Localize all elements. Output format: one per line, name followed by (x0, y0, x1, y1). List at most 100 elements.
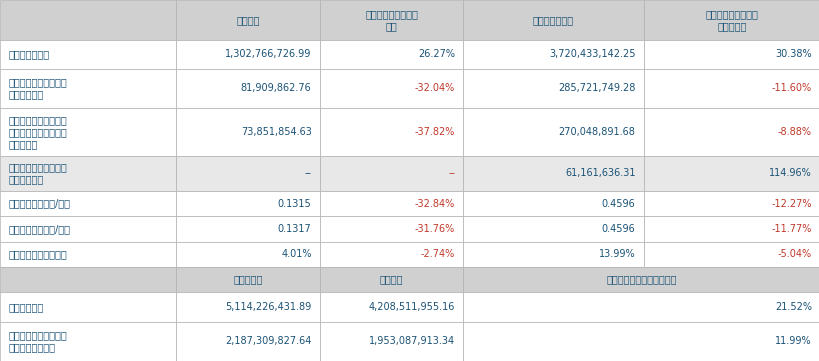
Bar (319, 108, 463, 156)
Bar (0, 191, 176, 216)
Text: 73,851,854.63: 73,851,854.63 (241, 127, 311, 137)
Bar (463, 108, 643, 156)
Bar (319, 216, 463, 242)
Text: 营业收入（元）: 营业收入（元） (8, 49, 49, 60)
Bar (463, 322, 819, 361)
Text: -5.04%: -5.04% (776, 249, 811, 259)
Bar (0, 242, 176, 267)
Bar (176, 69, 319, 108)
Text: -11.60%: -11.60% (771, 83, 811, 93)
Bar (0, 40, 176, 69)
Text: 上年度末: 上年度末 (379, 275, 403, 284)
Text: -31.76%: -31.76% (414, 224, 455, 234)
Bar (176, 216, 319, 242)
Text: 5,114,226,431.89: 5,114,226,431.89 (225, 302, 311, 312)
Text: 基本每股收益（元/股）: 基本每股收益（元/股） (8, 199, 70, 209)
Text: 61,161,636.31: 61,161,636.31 (564, 168, 635, 178)
Bar (0, 108, 176, 156)
Bar (319, 242, 463, 267)
Text: 21.52%: 21.52% (774, 302, 811, 312)
Bar (0, 267, 176, 292)
Text: 归属于上市公司股东的
净利润（元）: 归属于上市公司股东的 净利润（元） (8, 77, 67, 99)
Bar (463, 69, 643, 108)
Bar (319, 267, 463, 292)
Text: 285,721,749.28: 285,721,749.28 (558, 83, 635, 93)
Text: 0.4596: 0.4596 (601, 199, 635, 209)
Text: 归属于上市公司股东的
扣除非经常性损益的净
利润（元）: 归属于上市公司股东的 扣除非经常性损益的净 利润（元） (8, 115, 67, 149)
Text: 4.01%: 4.01% (281, 249, 311, 259)
Text: 11.99%: 11.99% (774, 336, 811, 347)
Text: -11.77%: -11.77% (771, 224, 811, 234)
Bar (463, 0, 643, 40)
Bar (463, 242, 643, 267)
Bar (0, 156, 176, 191)
Bar (463, 292, 819, 322)
Text: 0.1315: 0.1315 (278, 199, 311, 209)
Bar (0, 0, 176, 40)
Bar (176, 292, 319, 322)
Bar (643, 69, 819, 108)
Bar (319, 69, 463, 108)
Text: 4,208,511,955.16: 4,208,511,955.16 (369, 302, 455, 312)
Text: 30.38%: 30.38% (774, 49, 811, 60)
Bar (176, 156, 319, 191)
Text: 26.27%: 26.27% (418, 49, 455, 60)
Bar (319, 322, 463, 361)
Bar (643, 191, 819, 216)
Bar (463, 191, 643, 216)
Bar (643, 40, 819, 69)
Bar (319, 292, 463, 322)
Text: --: -- (447, 168, 455, 178)
Text: 1,953,087,913.34: 1,953,087,913.34 (369, 336, 455, 347)
Bar (176, 108, 319, 156)
Text: 本报告期比上年同期
增减: 本报告期比上年同期 增减 (364, 9, 418, 31)
Text: 0.4596: 0.4596 (601, 224, 635, 234)
Bar (176, 242, 319, 267)
Text: 本报告期末比上年度末增减: 本报告期末比上年度末增减 (606, 275, 676, 284)
Bar (319, 156, 463, 191)
Text: -8.88%: -8.88% (777, 127, 811, 137)
Text: 2,187,309,827.64: 2,187,309,827.64 (225, 336, 311, 347)
Text: 81,909,862.76: 81,909,862.76 (241, 83, 311, 93)
Bar (0, 322, 176, 361)
Text: 本报告期: 本报告期 (236, 15, 260, 25)
Bar (176, 322, 319, 361)
Text: --: -- (304, 168, 311, 178)
Text: 经营活动产生的现金流
量净额（元）: 经营活动产生的现金流 量净额（元） (8, 162, 67, 184)
Bar (176, 191, 319, 216)
Text: 总资产（元）: 总资产（元） (8, 302, 43, 312)
Bar (643, 108, 819, 156)
Bar (463, 156, 643, 191)
Bar (0, 69, 176, 108)
Text: 114.96%: 114.96% (768, 168, 811, 178)
Text: 加权平均净资产收益率: 加权平均净资产收益率 (8, 249, 67, 259)
Bar (643, 242, 819, 267)
Bar (0, 292, 176, 322)
Bar (643, 0, 819, 40)
Text: 0.1317: 0.1317 (278, 224, 311, 234)
Text: 归属于上市公司股东的
所有者权益（元）: 归属于上市公司股东的 所有者权益（元） (8, 330, 67, 352)
Text: 3,720,433,142.25: 3,720,433,142.25 (549, 49, 635, 60)
Text: 1,302,766,726.99: 1,302,766,726.99 (225, 49, 311, 60)
Text: 270,048,891.68: 270,048,891.68 (558, 127, 635, 137)
Bar (319, 0, 463, 40)
Text: 年初至报告期末: 年初至报告期末 (532, 15, 573, 25)
Text: -12.27%: -12.27% (771, 199, 811, 209)
Bar (0, 216, 176, 242)
Text: -32.04%: -32.04% (414, 83, 455, 93)
Bar (643, 156, 819, 191)
Text: -37.82%: -37.82% (414, 127, 455, 137)
Bar (463, 267, 819, 292)
Text: -32.84%: -32.84% (414, 199, 455, 209)
Text: 13.99%: 13.99% (598, 249, 635, 259)
Bar (463, 216, 643, 242)
Bar (319, 191, 463, 216)
Bar (319, 40, 463, 69)
Bar (176, 267, 319, 292)
Text: 本报告期末: 本报告期末 (233, 275, 262, 284)
Bar (176, 0, 319, 40)
Text: 稀释每股收益（元/股）: 稀释每股收益（元/股） (8, 224, 70, 234)
Text: -2.74%: -2.74% (420, 249, 455, 259)
Text: 年初至报告期末比上
年同期增减: 年初至报告期末比上 年同期增减 (704, 9, 758, 31)
Bar (643, 216, 819, 242)
